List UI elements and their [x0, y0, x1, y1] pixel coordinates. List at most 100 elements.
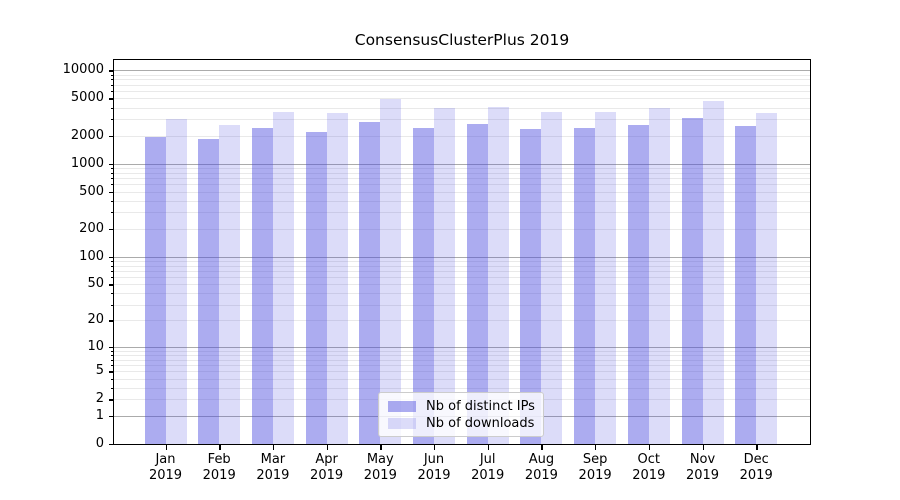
y-minortick-30	[110, 304, 113, 306]
y-minortick-3000	[110, 119, 113, 121]
bar-distinct-ips-sep	[574, 128, 596, 444]
gridline-minor-900	[114, 168, 810, 169]
bar-distinct-ips-may	[359, 122, 381, 444]
gridline-minor-3	[114, 387, 810, 389]
gridline-minor-400	[114, 200, 810, 202]
y-minortick-8000	[110, 79, 113, 81]
y-minortick-90	[110, 261, 113, 262]
y-tick-label-200: 200	[79, 220, 104, 236]
y-tick-500	[109, 191, 113, 194]
x-tick-label-mar: Mar 2019	[256, 452, 290, 483]
y-minortick-900	[110, 168, 113, 169]
gridline-minor-3000	[114, 119, 810, 121]
gridline-minor-2000	[114, 135, 810, 137]
x-tick-feb	[219, 445, 221, 450]
gridline-minor-7000	[114, 84, 810, 86]
y-minortick-6000	[110, 91, 113, 93]
bar-downloads-may	[380, 99, 402, 444]
x-tick-aug	[541, 445, 543, 450]
x-tick-label-sep: Sep 2019	[578, 452, 612, 483]
legend-item-downloads: Nb of downloads	[388, 415, 534, 432]
bar-distinct-ips-dec	[735, 125, 757, 444]
y-tick-50	[109, 284, 113, 286]
y-tick-2000	[109, 135, 113, 138]
bar-distinct-ips-apr	[305, 131, 327, 444]
y-minortick-700	[110, 178, 113, 180]
y-tick-1	[109, 415, 113, 418]
y-tick-200	[109, 228, 113, 231]
gridline-minor-5000	[114, 98, 810, 100]
y-minortick-40	[110, 293, 113, 295]
x-tick-label-jan: Jan 2019	[148, 452, 183, 483]
x-tick-mar	[272, 445, 275, 450]
bar-downloads-feb	[219, 125, 241, 444]
y-minortick-600	[110, 184, 113, 186]
x-tick-dec	[756, 445, 758, 450]
y-minortick-9000	[110, 74, 113, 76]
x-tick-label-may: May 2019	[363, 452, 397, 483]
gridline-minor-300	[114, 212, 810, 214]
bar-distinct-ips-feb	[198, 138, 220, 444]
gridline-minor-7	[114, 359, 810, 361]
gridline-minor-8	[114, 354, 810, 356]
gridline-minor-9000	[114, 74, 810, 76]
y-minortick-80	[110, 265, 113, 267]
y-tick-label-2: 2	[95, 391, 104, 407]
chart-title: ConsensusClusterPlus 2019	[354, 31, 570, 49]
plot-area: Nb of distinct IPs Nb of downloads	[113, 59, 811, 445]
gridline-major-100	[114, 256, 810, 258]
y-tick-5	[109, 371, 113, 373]
legend-label-distinct-ips: Nb of distinct IPs	[426, 399, 535, 414]
y-tick-1000	[109, 163, 113, 166]
gridline-minor-50	[114, 284, 810, 286]
y-tick-label-2000: 2000	[70, 127, 104, 143]
bar-downloads-dec	[756, 112, 778, 444]
gridline-minor-4000	[114, 107, 810, 109]
y-tick-label-100: 100	[79, 248, 104, 264]
bar-distinct-ips-jun	[413, 128, 434, 444]
y-tick-10	[109, 346, 113, 349]
y-minortick-6	[110, 365, 113, 367]
y-tick-label-10000: 10000	[62, 62, 104, 78]
bar-distinct-ips-mar	[251, 128, 273, 444]
y-tick-label-20: 20	[87, 312, 104, 328]
bar-downloads-aug	[541, 111, 563, 444]
y-minortick-4	[110, 378, 113, 380]
x-tick-may	[380, 445, 382, 450]
y-minortick-400	[110, 200, 113, 202]
legend-item-distinct-ips: Nb of distinct IPs	[388, 398, 535, 415]
gridline-minor-600	[114, 184, 810, 186]
y-minortick-9	[110, 350, 113, 352]
gridline-minor-6	[114, 365, 810, 367]
y-tick-10000	[109, 70, 113, 72]
bar-downloads-mar	[272, 111, 294, 444]
y-minortick-7000	[110, 84, 113, 86]
y-minortick-300	[110, 212, 113, 214]
y-tick-label-1000: 1000	[70, 155, 104, 171]
y-minortick-60	[110, 277, 113, 279]
x-tick-oct	[648, 445, 651, 450]
gridline-minor-90	[114, 261, 810, 262]
gridline-minor-200	[114, 228, 810, 230]
x-tick-label-feb: Feb 2019	[202, 452, 236, 483]
x-tick-label-jul: Jul 2019	[471, 452, 505, 483]
gridline-minor-500	[114, 191, 810, 193]
gridline-minor-800	[114, 172, 810, 174]
x-tick-label-oct: Oct 2019	[632, 452, 666, 483]
x-tick-label-apr: Apr 2019	[310, 452, 344, 483]
legend: Nb of distinct IPs Nb of downloads	[378, 392, 544, 437]
gridline-major-10	[114, 346, 810, 348]
gridline-major-1000	[114, 163, 810, 165]
y-minortick-800	[110, 172, 113, 174]
y-tick-label-0: 0	[95, 436, 104, 451]
bar-distinct-ips-jul	[466, 124, 488, 444]
gridline-minor-9	[114, 350, 810, 352]
gridline-minor-60	[114, 277, 810, 279]
x-tick-label-dec: Dec 2019	[739, 452, 773, 483]
bar-distinct-ips-oct	[627, 125, 649, 444]
bar-distinct-ips-aug	[520, 129, 542, 444]
y-tick-label-1: 1	[95, 407, 104, 423]
y-minortick-8	[110, 354, 113, 356]
bar-downloads-oct	[648, 108, 670, 444]
